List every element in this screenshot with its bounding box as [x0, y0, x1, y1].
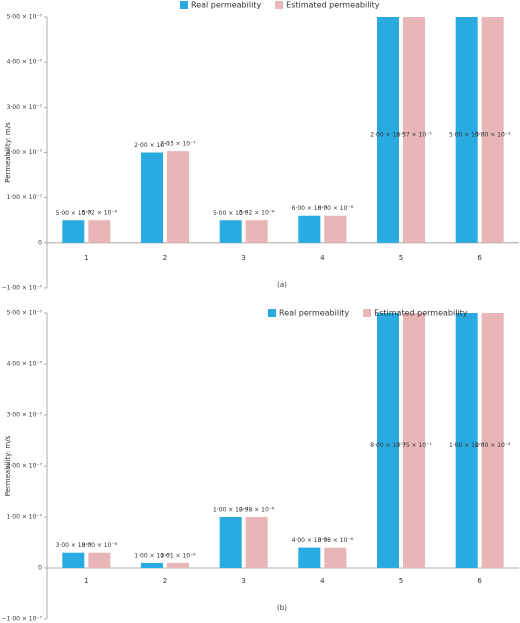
y-tick-label: 3·00 × 10⁻⁷ [7, 104, 43, 111]
bar [167, 562, 189, 568]
value-label: 8·00 × 10⁻⁵ [370, 442, 406, 449]
value-label: 1·00 × 10⁻⁴ [475, 442, 511, 449]
y-tick-label: 0 [38, 239, 42, 246]
value-label: 1·00 × 10⁻⁴ [449, 442, 485, 449]
x-tick-label: 4 [320, 577, 325, 585]
y-tick-label: 4·00 × 10⁻⁷ [7, 59, 43, 66]
caption: (b) [277, 604, 287, 612]
x-tick-label: 1 [84, 577, 88, 585]
bar [141, 562, 163, 568]
value-label: 4·00 × 10⁻⁸ [292, 537, 328, 544]
value-label: 5·00 × 10⁻³ [475, 131, 511, 138]
value-label: 5·00 × 10⁻⁸ [56, 210, 92, 217]
value-label: 3·00 × 10⁻⁸ [56, 542, 92, 549]
bar [62, 220, 85, 243]
value-label: 1·57 × 10⁻⁵ [396, 131, 432, 138]
bar [377, 17, 399, 243]
bar [298, 215, 321, 243]
bar [62, 552, 85, 568]
value-label: 1·00 × 10⁻⁸ [134, 552, 170, 559]
y-tick-label: 1·00 × 10⁻⁷ [7, 194, 43, 201]
bar [324, 215, 347, 243]
y-tick-label: 0 [38, 565, 42, 572]
legend-swatch [275, 1, 284, 9]
value-label: 2·03 × 10⁻⁷ [160, 141, 196, 148]
x-tick-label: 3 [241, 577, 245, 585]
legend-label: Estimated permeability [286, 1, 380, 10]
y-tick-label: 4·00 × 10⁻⁷ [7, 361, 43, 368]
value-label: 6·00 × 10⁻⁸ [292, 205, 328, 212]
value-label: 1·00 × 10⁻⁷ [213, 507, 249, 514]
bar [455, 313, 478, 568]
x-tick-label: 3 [241, 254, 245, 262]
legend-label: Real permeability [191, 1, 261, 10]
bar [167, 151, 189, 243]
legend-swatch [180, 1, 188, 9]
x-tick-label: 5 [399, 254, 403, 262]
legend-swatch [268, 309, 276, 317]
bar [324, 547, 347, 568]
caption: (a) [277, 281, 287, 289]
value-label: 5·02 × 10⁻⁸ [82, 210, 118, 217]
value-label: 2·00 × 10⁻⁷ [134, 142, 170, 149]
y-tick-label: 1·00 × 10⁻⁷ [7, 514, 43, 521]
y-axis-label: Permeability: m/s [4, 122, 12, 183]
bar [403, 313, 425, 568]
y-tick-label: 5·00 × 10⁻⁷ [7, 14, 43, 21]
bar [245, 517, 268, 568]
y-axis-label: Permeability: m/s [4, 435, 12, 496]
y-tick-label: −1·00 × 10⁻⁷ [2, 616, 43, 623]
bar [455, 17, 478, 243]
y-tick-label: 3·00 × 10⁻⁷ [7, 412, 43, 419]
y-tick-label: 2·00 × 10⁻⁷ [7, 149, 43, 156]
value-label: 5·00 × 10⁻³ [449, 131, 485, 138]
x-tick-label: 6 [477, 577, 482, 585]
plot-area [62, 17, 504, 243]
x-tick-label: 1 [84, 254, 88, 262]
bar [377, 313, 399, 568]
y-tick-label: 5·00 × 10⁻⁷ [7, 310, 43, 317]
value-label: 6·00 × 10⁻⁸ [318, 205, 354, 212]
value-label: 7·75 × 10⁻⁵ [396, 442, 432, 449]
bar [219, 517, 242, 568]
legend-swatch [363, 309, 372, 317]
bar [219, 220, 242, 243]
value-label: 2·00 × 10⁻⁵ [370, 131, 406, 138]
bar [481, 17, 504, 243]
bar [298, 547, 321, 568]
value-label: 9·98 × 10⁻⁸ [239, 507, 275, 514]
bar [403, 17, 425, 243]
value-label: 5·02 × 10⁻⁸ [239, 210, 275, 217]
x-tick-label: 6 [477, 254, 482, 262]
plot-area [62, 313, 504, 568]
bar [141, 152, 163, 243]
x-tick-label: 2 [163, 254, 167, 262]
y-tick-label: 2·00 × 10⁻⁷ [7, 463, 43, 470]
legend-label: Estimated permeability [374, 309, 468, 318]
x-tick-label: 2 [163, 577, 167, 585]
x-tick-label: 4 [320, 254, 325, 262]
value-label: 3·00 × 10⁻⁸ [82, 542, 118, 549]
value-label: 5·00 × 10⁻⁸ [213, 210, 249, 217]
bar [88, 220, 111, 243]
bar [88, 552, 111, 568]
value-label: 3·98 × 10⁻⁸ [318, 537, 354, 544]
legend-label: Real permeability [279, 309, 349, 318]
bar [481, 313, 504, 568]
y-tick-label: −1·00 × 10⁻⁷ [2, 285, 43, 292]
x-tick-label: 5 [399, 577, 403, 585]
value-label: 1·01 × 10⁻⁸ [160, 552, 196, 559]
bar [245, 220, 268, 243]
